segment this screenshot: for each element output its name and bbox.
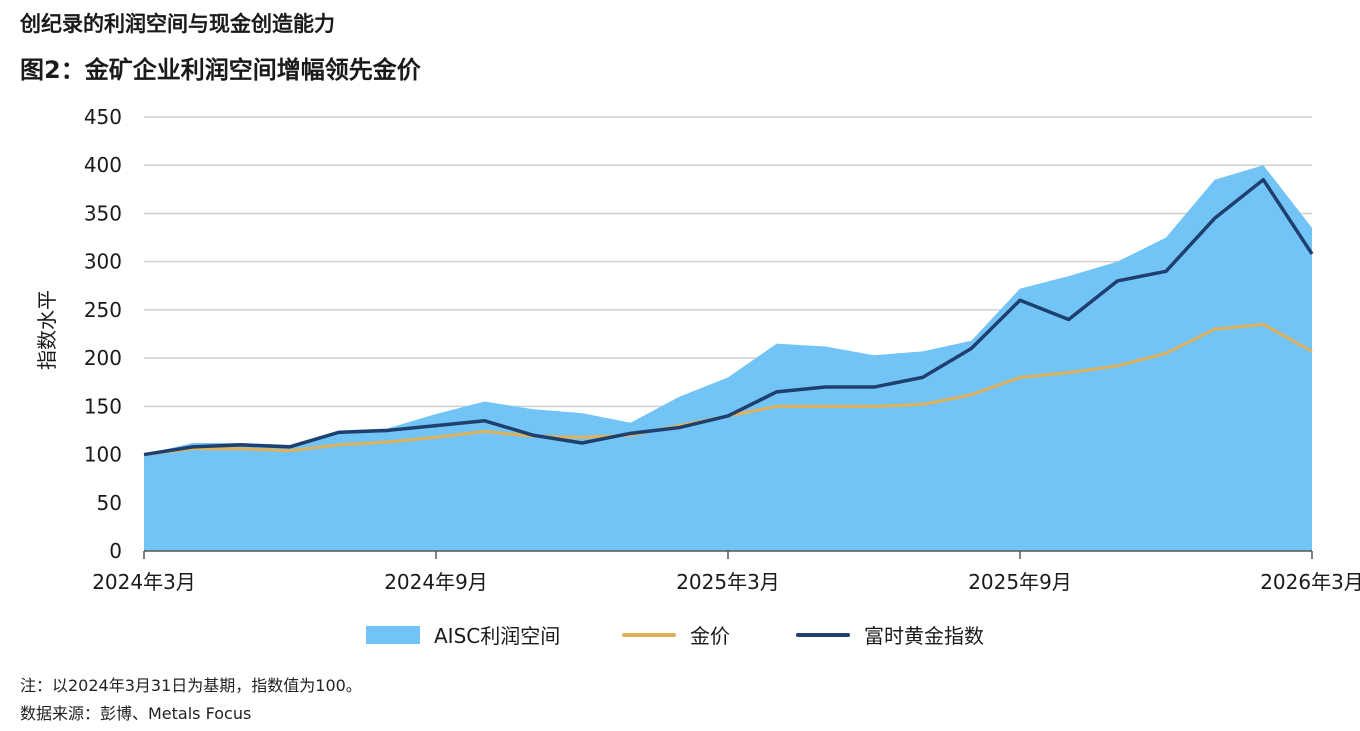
chart-subtitle: 创纪录的利润空间与现金创造能力 <box>20 12 335 36</box>
footnote-source: 数据来源：彭博、Metals Focus <box>20 704 252 723</box>
axes: 0 50 100 150 200 250 300 350 400 450 2024年3月 2024年9… <box>84 105 1360 594</box>
y-tick-label: 0 <box>109 539 122 563</box>
x-tick-label: 2024年3月 <box>92 570 196 594</box>
y-tick-label: 400 <box>84 153 122 177</box>
y-tick-label: 100 <box>84 443 122 467</box>
legend-swatch-gold <box>622 632 676 637</box>
y-tick-label: 250 <box>84 298 122 322</box>
y-tick-label: 300 <box>84 250 122 274</box>
legend-swatch-aisc <box>366 625 420 644</box>
area-series-layer <box>144 165 1312 551</box>
x-tick-label: 2026年3月 <box>1260 570 1360 594</box>
legend-swatch-index <box>796 632 850 637</box>
footnote-note: 注：以2024年3月31日为基期，指数值为100。 <box>20 676 362 695</box>
x-tick-label: 2025年9月 <box>968 570 1072 594</box>
footnotes: 注：以2024年3月31日为基期，指数值为100。 数据来源：彭博、Metals… <box>20 672 362 728</box>
area-series-aisc <box>144 165 1312 551</box>
legend-label-aisc: AISC利润空间 <box>434 624 561 648</box>
legend-item-aisc: AISC利润空间 <box>366 620 560 649</box>
legend-label-index: 富时黄金指数 <box>864 624 984 648</box>
chart-title: 图2：金矿企业利润空间增幅领先金价 <box>20 56 421 84</box>
y-axis-label: 指数水平 <box>35 290 59 370</box>
legend-item-index: 富时黄金指数 <box>796 620 984 649</box>
legend-item-gold: 金价 <box>622 620 730 649</box>
y-tick-label: 450 <box>84 105 122 129</box>
y-tick-label: 200 <box>84 346 122 370</box>
y-tick-label: 50 <box>97 491 122 515</box>
y-tick-label: 350 <box>84 201 122 225</box>
line-series-index <box>143 177 1314 457</box>
line-series-layer <box>143 177 1314 457</box>
x-tick-label: 2025年3月 <box>676 570 780 594</box>
y-tick-label: 150 <box>84 394 122 418</box>
x-tick-label: 2024年9月 <box>384 570 488 594</box>
legend: AISC利润空间 金价 富时黄金指数 <box>0 620 1360 650</box>
legend-label-gold: 金价 <box>690 624 730 648</box>
